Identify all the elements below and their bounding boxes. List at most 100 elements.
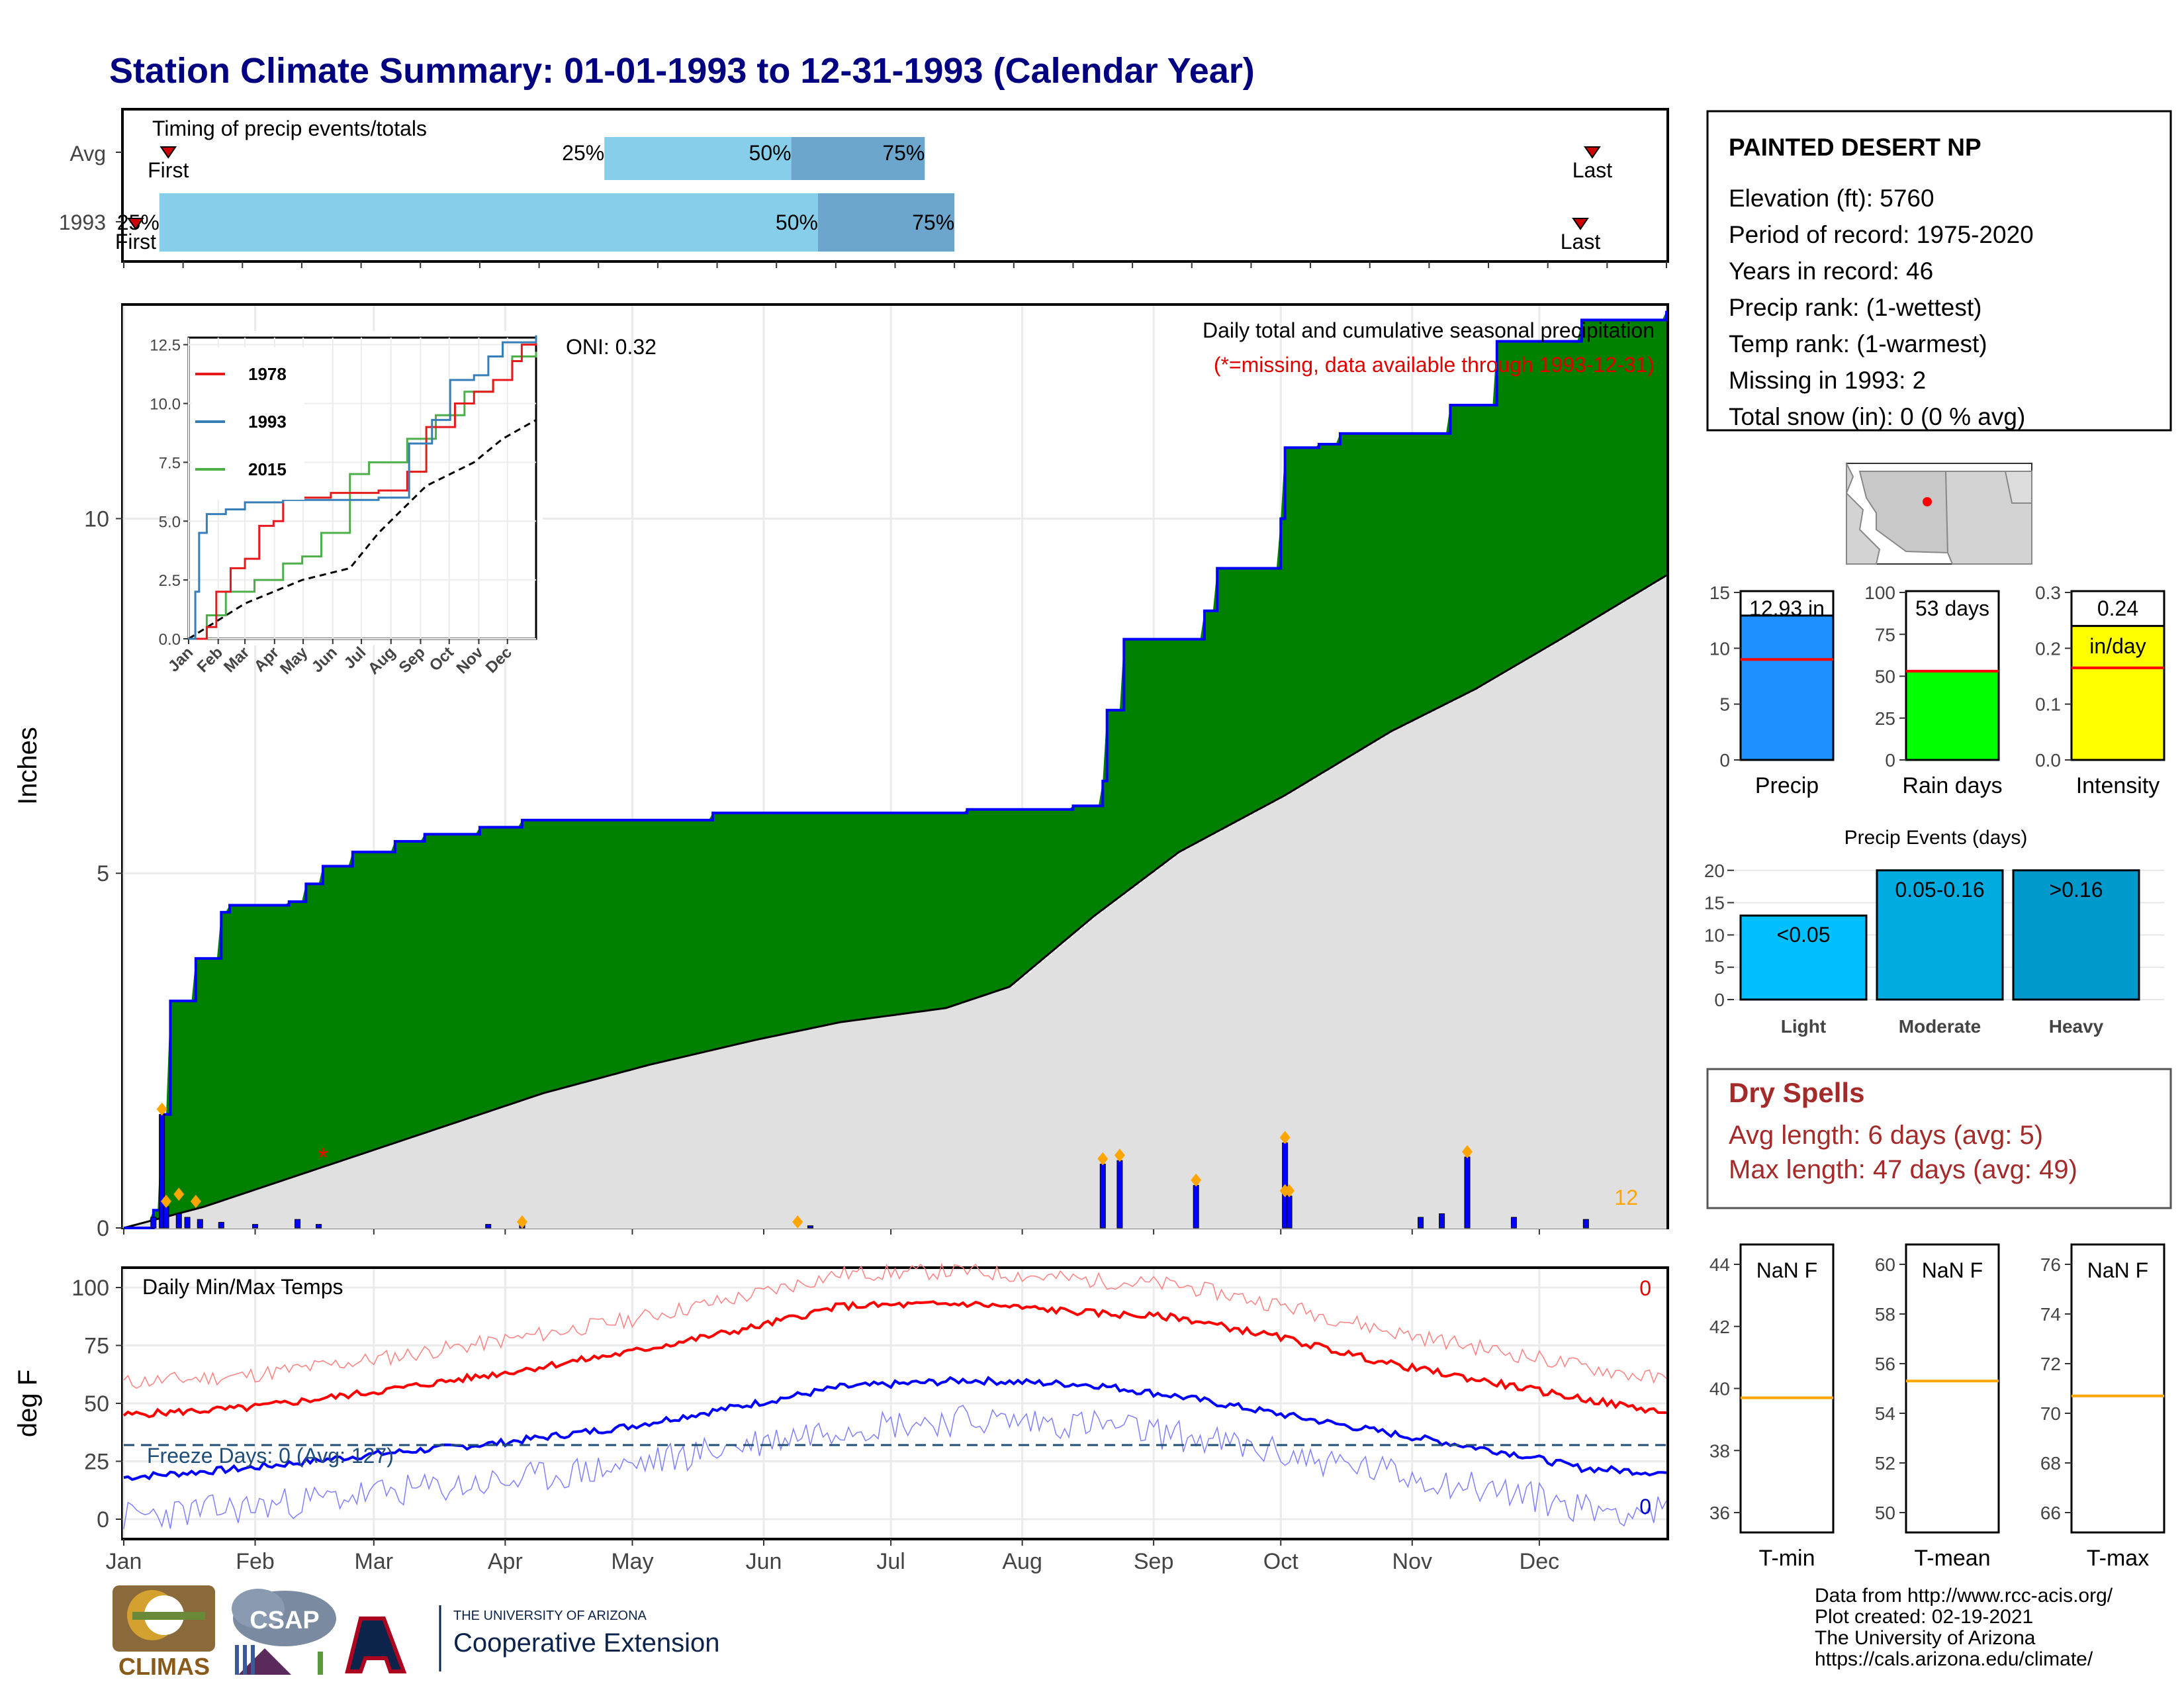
timing-first-marker bbox=[127, 218, 144, 230]
station-info-line: Period of record: 1975-2020 bbox=[1729, 221, 2034, 248]
events-tick-label: 10 bbox=[1704, 925, 1725, 945]
events-bar bbox=[2012, 869, 2140, 1001]
inset-legend-label: 2015 bbox=[248, 459, 287, 479]
station-info-line: Missing in 1993: 2 bbox=[1729, 367, 1926, 394]
tstat-tick-label: 60 bbox=[1875, 1254, 1895, 1275]
station-info-line: Temp rank: (1-warmest) bbox=[1729, 330, 1987, 357]
events-tick-label: 5 bbox=[1714, 957, 1725, 978]
locator-map bbox=[1845, 463, 2032, 565]
rain-tick-label: 75 bbox=[1875, 624, 1895, 645]
month-label: Nov bbox=[1392, 1549, 1432, 1574]
precip-event-marker bbox=[190, 1194, 201, 1208]
tstat-tick-label: 40 bbox=[1709, 1379, 1730, 1399]
tstat-tick-label: 52 bbox=[1875, 1453, 1895, 1474]
precip-event-marker bbox=[161, 1194, 172, 1208]
daily-precip-bar bbox=[218, 1221, 224, 1229]
daily-precip-bar bbox=[175, 1213, 182, 1229]
events-bar bbox=[1739, 914, 1868, 1001]
dry-spells-avg: Avg length: 6 days (avg: 5) bbox=[1729, 1121, 2043, 1150]
missing-data-marker: * bbox=[318, 1143, 328, 1172]
csap-logo: CSAP bbox=[232, 1589, 336, 1675]
month-label: Jan bbox=[106, 1549, 142, 1574]
inset-ytick-label: 2.5 bbox=[159, 572, 181, 590]
timing-bar-upper-avg bbox=[791, 137, 925, 180]
rain-value-label: 53 days bbox=[1915, 596, 1989, 620]
inset-series-1993 bbox=[189, 335, 537, 640]
footer-line: Plot created: 02-19-2021 bbox=[1815, 1606, 2033, 1628]
timing-p25-label: 25% bbox=[562, 141, 604, 165]
precip-event-marker bbox=[516, 1215, 527, 1229]
month-label: Apr bbox=[488, 1549, 523, 1574]
month-label: Dec bbox=[1520, 1549, 1559, 1574]
daily-precip-bar bbox=[316, 1224, 322, 1229]
events-tick-label: 20 bbox=[1704, 861, 1725, 881]
daily-precip-bar bbox=[1464, 1156, 1471, 1229]
record-max-line bbox=[123, 1262, 1667, 1389]
precip-label: Precip bbox=[1755, 773, 1819, 798]
precip-event-marker bbox=[1462, 1145, 1473, 1158]
timing-first-label: First bbox=[115, 230, 156, 254]
daily-precip-bar bbox=[150, 1217, 157, 1229]
intensity-bar bbox=[2070, 625, 2165, 761]
timing-p75-label: 75% bbox=[912, 211, 954, 234]
footer-line: https://cals.arizona.edu/climate/ bbox=[1815, 1648, 2093, 1670]
daily-precip-bar bbox=[1193, 1185, 1199, 1229]
inset-series-1978 bbox=[189, 340, 537, 640]
climas-logo-text: CLIMAS bbox=[118, 1653, 210, 1680]
timing-last-marker bbox=[1572, 218, 1589, 230]
precip-tick-label: 0 bbox=[1719, 750, 1730, 771]
timing-p50-label: 50% bbox=[776, 211, 818, 234]
tstat-frame bbox=[2070, 1243, 2165, 1534]
page-title: Station Climate Summary: 01-01-1993 to 1… bbox=[109, 51, 1255, 91]
intensity-tick-label: 0.3 bbox=[2035, 583, 2061, 603]
footer-credits: Data from http://www.rcc-acis.org/Plot c… bbox=[1815, 1585, 2113, 1670]
daily-precip-bar bbox=[1099, 1164, 1106, 1229]
precip-count-label: 12 bbox=[1614, 1186, 1638, 1209]
precip-event-marker bbox=[156, 1102, 167, 1116]
daily-max-line bbox=[122, 1300, 1667, 1419]
dry-spells-box: Dry Spells Avg length: 6 days (avg: 5) M… bbox=[1706, 1068, 2172, 1209]
precip-bar bbox=[1739, 614, 1835, 761]
precip-y-axis-label: Inches bbox=[13, 727, 42, 805]
events-category-label: Heavy bbox=[2049, 1016, 2104, 1037]
daily-precip-bar bbox=[1286, 1196, 1293, 1229]
timing-first-marker bbox=[159, 146, 177, 159]
missing-note: (*=missing, data available through 1993-… bbox=[1214, 353, 1655, 377]
tstat-tick-label: 74 bbox=[2040, 1304, 2061, 1325]
temp-ytick-label: 100 bbox=[71, 1276, 109, 1301]
timing-first-label: First bbox=[148, 158, 189, 182]
inset-ytick-label: 10.0 bbox=[150, 396, 181, 414]
precip-events-chart: Precip Events (days) 0 5 10 15 20 <0.05 Light 0.… bbox=[1704, 827, 2164, 1037]
timing-row-1993: 1993 bbox=[59, 211, 106, 234]
tstat-tick-label: 50 bbox=[1875, 1503, 1895, 1523]
rain-tick-label: 25 bbox=[1875, 708, 1895, 729]
temp-ytick-label: 75 bbox=[84, 1334, 109, 1359]
inset-ytick-label: 7.5 bbox=[159, 454, 181, 472]
events-bar bbox=[1876, 869, 2004, 1001]
timing-last-marker bbox=[1584, 146, 1601, 159]
daily-precip-bar bbox=[1418, 1217, 1424, 1229]
tstat-tick-label: 56 bbox=[1875, 1354, 1895, 1374]
timing-row-avg: Avg bbox=[69, 142, 106, 165]
temp-ytick-label: 50 bbox=[84, 1391, 109, 1417]
daily-precip-bar bbox=[485, 1224, 492, 1229]
events-category-label: Moderate bbox=[1899, 1016, 1981, 1037]
tstat-tick-label: 76 bbox=[2040, 1254, 2061, 1275]
timing-bar-upper-y1993 bbox=[817, 193, 955, 252]
intensity-unit-label: in/day bbox=[2089, 634, 2146, 658]
tstat-tick-label: 38 bbox=[1709, 1440, 1730, 1461]
inset-ytick-label: 12.5 bbox=[150, 337, 181, 355]
precip-area: * bbox=[123, 310, 1668, 1229]
temp-plot: 0 25 50 75 100 bbox=[71, 1262, 1667, 1538]
inset-ytick-label: 5.0 bbox=[159, 513, 181, 531]
temp-stats: NaN F 36 38 40 42 44 T-min NaN F 50 52 54 56 58 60 T-m… bbox=[1709, 1243, 2165, 1571]
rain-label: Rain days bbox=[1902, 773, 2002, 798]
temp-title: Daily Min/Max Temps bbox=[142, 1275, 343, 1299]
oni-label: ONI: 0.32 bbox=[566, 335, 657, 359]
tstat-tick-label: 42 bbox=[1709, 1317, 1730, 1337]
tstat-tick-label: 68 bbox=[2040, 1453, 2061, 1474]
precip-event-marker bbox=[1279, 1131, 1291, 1145]
min-count: 0 bbox=[1639, 1495, 1651, 1519]
temp-y-axis-label: deg F bbox=[13, 1370, 42, 1437]
